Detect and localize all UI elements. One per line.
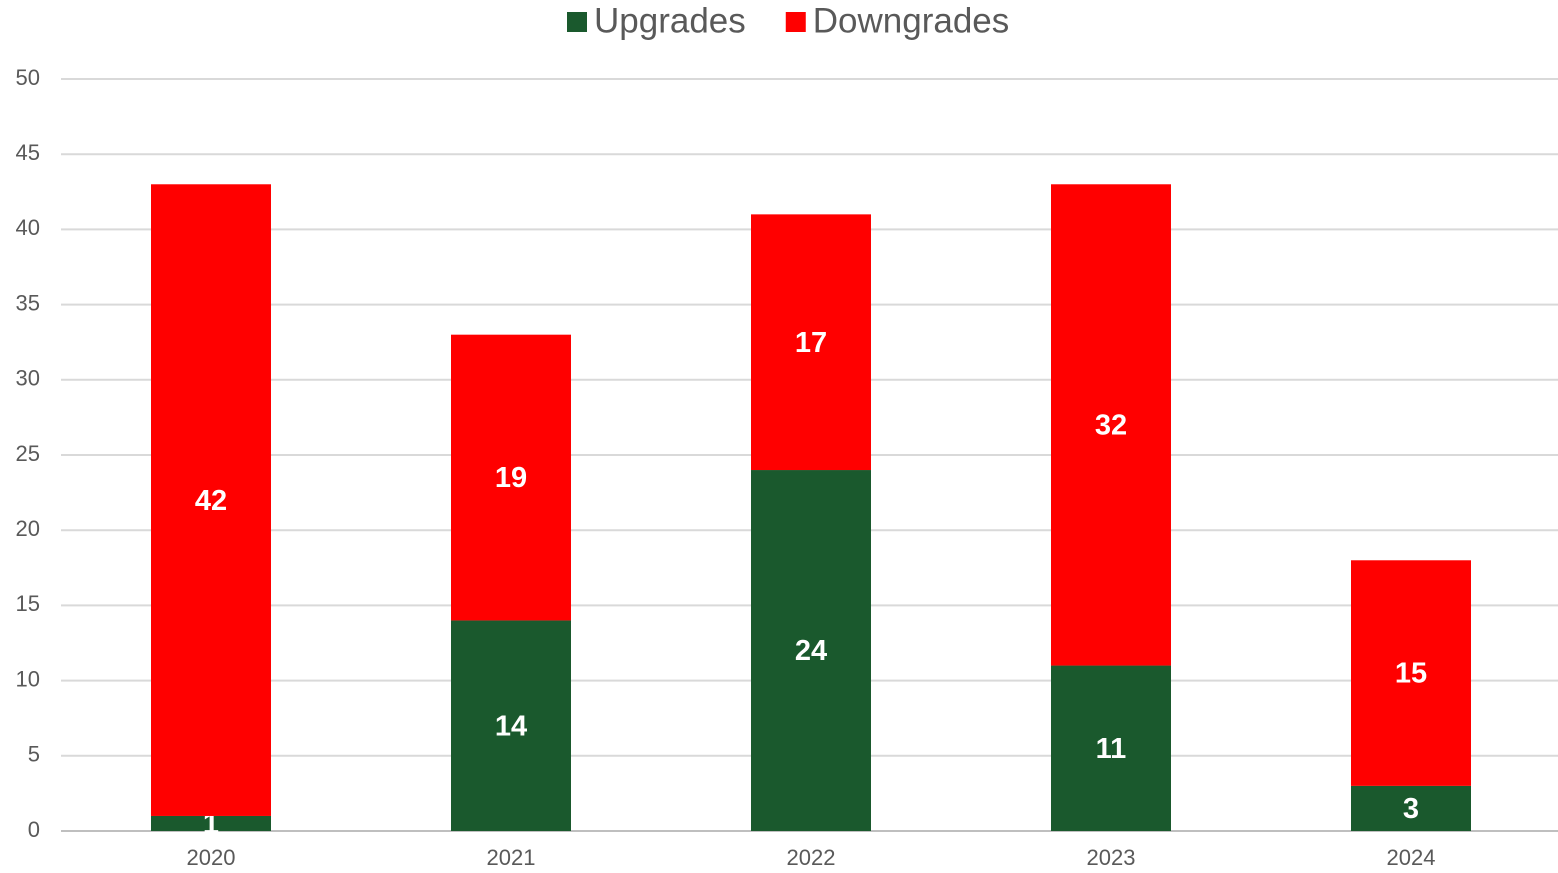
bar-segment [151, 184, 271, 816]
y-tick-label: 40 [16, 215, 40, 240]
y-tick-label: 5 [28, 742, 40, 767]
legend-label: Upgrades [594, 1, 746, 40]
x-tick-label: 2020 [187, 845, 236, 870]
y-tick-label: 45 [16, 140, 40, 165]
data-label: 19 [495, 462, 527, 494]
bar-segment [1351, 560, 1471, 786]
x-tick-label: 2023 [1087, 845, 1136, 870]
y-tick-label: 20 [16, 516, 40, 541]
bar-segment [751, 470, 871, 831]
y-tick-label: 25 [16, 441, 40, 466]
data-label: 15 [1395, 658, 1427, 690]
bar-segment [751, 214, 871, 471]
x-tick-label: 2024 [1387, 845, 1436, 870]
bar-segment [1051, 665, 1171, 831]
legend-label: Downgrades [813, 1, 1010, 40]
x-tick-label: 2022 [787, 845, 836, 870]
legend-swatch [567, 12, 587, 32]
data-label: 1 [203, 808, 219, 840]
bar-segment [1051, 184, 1171, 666]
data-label: 11 [1096, 733, 1127, 765]
y-tick-label: 35 [16, 290, 40, 315]
y-tick-label: 15 [16, 591, 40, 616]
data-label: 42 [195, 485, 227, 517]
y-tick-label: 0 [28, 817, 40, 842]
bar-segment [451, 620, 571, 831]
data-label: 17 [795, 327, 827, 359]
x-tick-label: 2021 [487, 845, 536, 870]
bar-segment [1351, 785, 1471, 831]
data-label: 24 [795, 635, 827, 667]
data-label: 3 [1403, 793, 1419, 825]
bar-segment [451, 334, 571, 621]
y-tick-label: 50 [16, 65, 40, 90]
y-tick-label: 10 [16, 666, 40, 691]
data-label: 32 [1095, 410, 1127, 442]
legend-swatch [785, 12, 806, 32]
y-tick-label: 30 [16, 366, 40, 391]
data-label: 14 [495, 710, 527, 742]
bar-segment [151, 815, 271, 831]
